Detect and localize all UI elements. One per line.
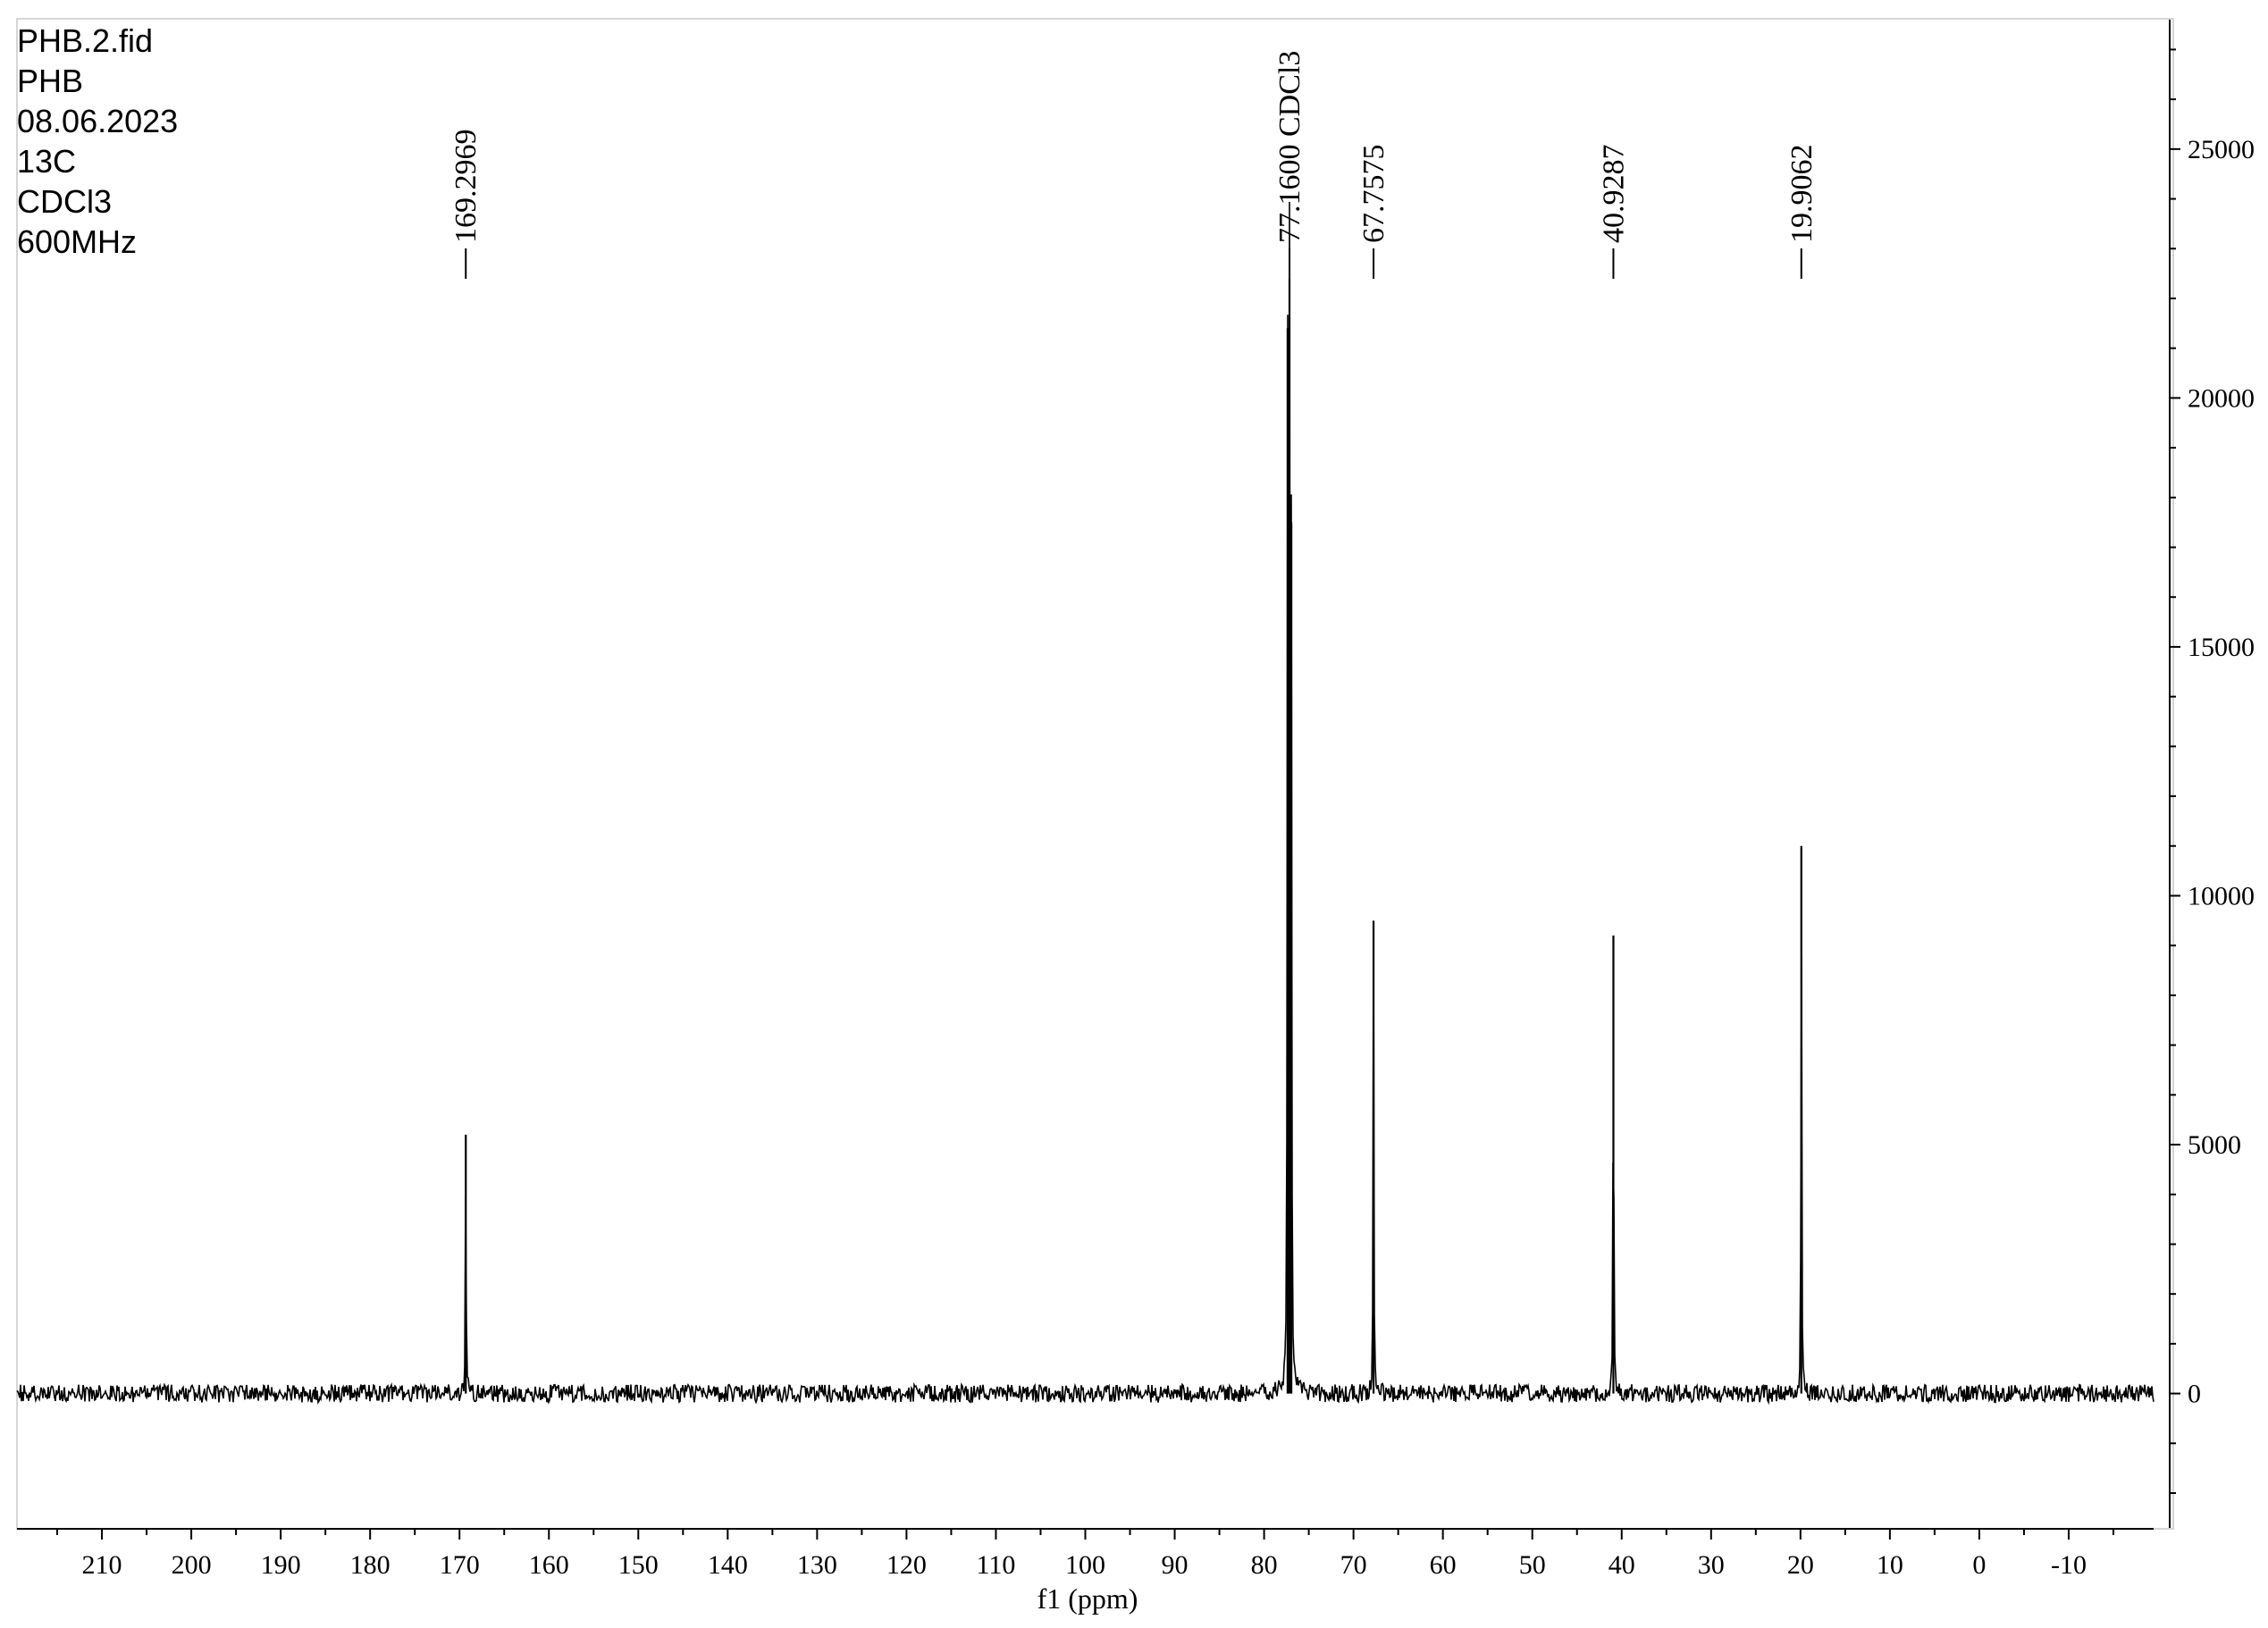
x-tick-label: 170	[440, 1550, 480, 1580]
x-tick-label: 180	[350, 1550, 391, 1580]
spectrum-header-info: PHB.2.fid PHB 08.06.2023 13C CDCl3 600MH…	[17, 22, 178, 260]
peak-label: 169.2969	[449, 130, 483, 244]
plot-frame	[16, 18, 2174, 1530]
x-tick-label: 100	[1065, 1550, 1105, 1580]
peak-label: 19.9062	[1785, 145, 1819, 243]
y-tick-label: 15000	[2188, 633, 2255, 662]
x-tick-label: 190	[261, 1550, 301, 1580]
spectrum-trace-group	[16, 201, 2155, 1406]
x-tick-label: 110	[977, 1550, 1016, 1580]
y-tick-label: 0	[2188, 1380, 2201, 1409]
x-tick-label: 70	[1340, 1550, 1367, 1580]
x-tick-label: 210	[82, 1550, 122, 1580]
y-tick-label: 5000	[2188, 1130, 2241, 1160]
x-tick-label: 150	[618, 1550, 659, 1580]
header-line-nucleus: 13C	[17, 143, 76, 180]
y-tick-label: 10000	[2188, 881, 2255, 911]
x-tick-label: 20	[1787, 1550, 1814, 1580]
x-tick-label: -10	[2051, 1550, 2087, 1580]
y-tick-label: 25000	[2188, 135, 2255, 164]
peak-label: 67.7575	[1357, 145, 1390, 244]
x-tick-label: 160	[529, 1550, 569, 1580]
x-tick-label: 0	[1972, 1550, 1986, 1580]
x-tick-label: 30	[1698, 1550, 1725, 1580]
x-tick-label: 90	[1162, 1550, 1189, 1580]
spectrum-trace	[16, 201, 2155, 1406]
x-tick-label: 140	[708, 1550, 748, 1580]
header-line-solvent: CDCl3	[17, 183, 112, 220]
peak-labels: 169.2969 77.1600 CDCl3 67.7575 40.9287 19.90…	[449, 51, 1819, 279]
x-axis-title: f1 (ppm)	[1037, 1582, 1138, 1615]
x-tick-label: 50	[1519, 1550, 1546, 1580]
x-tick-label: 80	[1251, 1550, 1278, 1580]
x-tick-label: 40	[1609, 1550, 1635, 1580]
x-tick-label: 120	[886, 1550, 927, 1580]
peak-label: 40.9287	[1597, 145, 1630, 244]
x-tick-label: 200	[172, 1550, 212, 1580]
x-axis: 210 200 190 180 170 160 150 140 130 120 110 100 90 80…	[17, 1528, 2154, 1580]
x-tick-label: 60	[1430, 1550, 1457, 1580]
x-tick-label: 130	[797, 1550, 837, 1580]
header-line-filename: PHB.2.fid	[17, 22, 153, 59]
header-line-sample: PHB	[17, 63, 83, 99]
y-tick-label: 20000	[2188, 383, 2255, 413]
header-line-frequency: 600MHz	[17, 223, 137, 260]
y-axis: 0 5000 10000 15000 20000 25000	[2169, 20, 2255, 1528]
header-line-date: 08.06.2023	[17, 103, 178, 139]
x-tick-label: 10	[1877, 1550, 1903, 1580]
